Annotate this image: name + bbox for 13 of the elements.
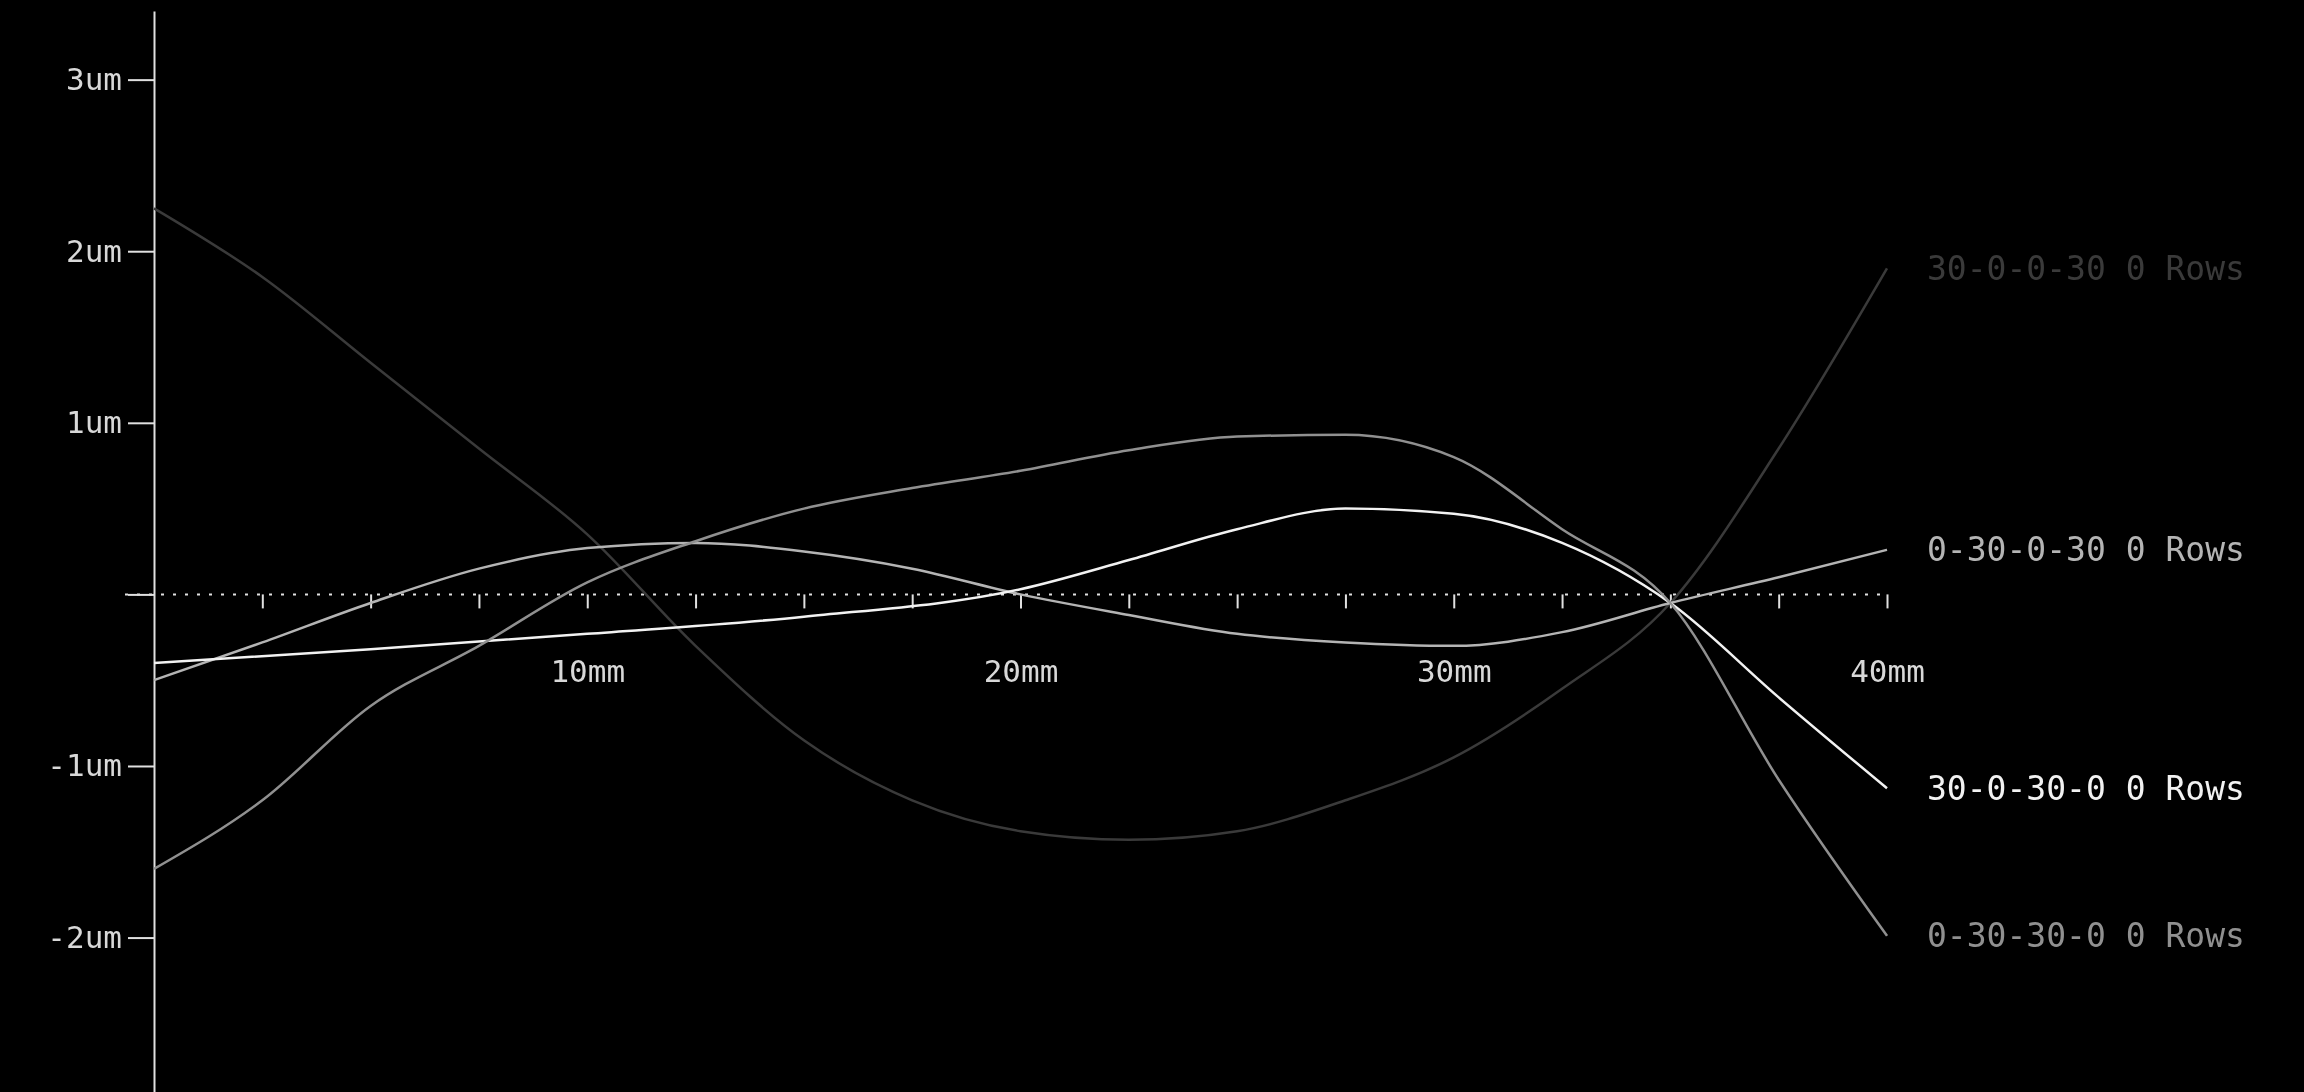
- x-tick-label: 10mm: [550, 653, 626, 690]
- series-label: 30-0-0-30 0 Rows: [1927, 248, 2245, 288]
- y-tick-label: 1um: [66, 404, 122, 441]
- x-tick-label: 20mm: [983, 653, 1059, 690]
- series-label: 30-0-30-0 0 Rows: [1927, 768, 2245, 808]
- series-label: 0-30-0-30 0 Rows: [1927, 530, 2245, 570]
- y-tick-label: -1um: [47, 747, 122, 784]
- y-tick-label: 3um: [66, 61, 122, 98]
- x-tick-label: 30mm: [1416, 653, 1492, 690]
- x-tick-label: 40mm: [1850, 653, 1925, 690]
- y-tick-label: 2um: [66, 232, 122, 269]
- series-label: 0-30-30-0 0 Rows: [1927, 916, 2245, 956]
- y-tick-label: -2um: [47, 918, 122, 955]
